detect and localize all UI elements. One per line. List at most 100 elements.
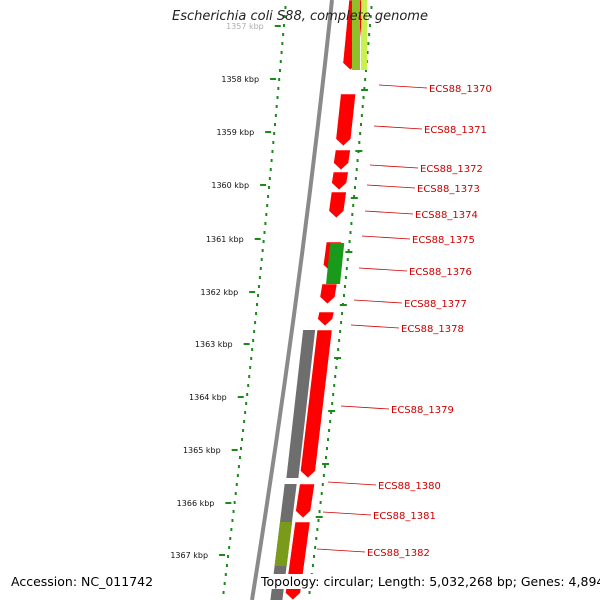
gene-leader-line [316,548,366,553]
track-dot [321,483,324,486]
gene-label[interactable]: ECS88_1374 [415,210,478,221]
scale-dot [282,24,285,27]
gene-label[interactable]: ECS88_1382 [367,548,430,559]
track-dot [350,222,353,225]
gene-label[interactable]: ECS88_1381 [373,511,436,522]
track-dot [341,312,344,315]
track-dot [327,438,330,441]
scale-dot [230,528,233,531]
scale-dot [273,132,276,135]
genome-summary-text: Topology: circular; Length: 5,032,268 bp… [259,574,600,589]
gene-leader-line [353,299,403,304]
scale-dot [222,591,225,594]
track-dot [370,6,373,9]
scale-dot [259,267,262,270]
gene-leader-line [369,164,419,169]
scale-dot [265,213,268,216]
track-dot [345,267,348,270]
scale-dot [245,402,248,405]
track-dot [356,159,359,162]
track-dot [360,114,363,117]
track-dot [326,447,329,450]
scale-dot [280,51,283,54]
scale-dot [262,240,265,243]
scale-dot [251,348,254,351]
scale-dot [282,33,285,36]
scale-dot [240,447,243,450]
scale-dot [247,384,250,387]
genome-backbone [250,0,334,600]
scale-dot [223,582,226,585]
gene-label[interactable]: ECS88_1380 [378,481,441,492]
track-dot [368,33,371,36]
track-dot [318,510,321,513]
scale-dot [235,483,238,486]
gene-label[interactable]: ECS88_1375 [412,235,475,246]
track-dot [317,519,320,522]
scale-dot [256,303,259,306]
scale-dot [236,474,239,477]
gene-leader-line [373,125,423,130]
cds-green-block [326,243,345,284]
scale-dot [244,411,247,414]
track-dot [352,204,355,207]
track-dot [367,42,370,45]
scale-dot [252,339,255,342]
scale-label: 1364 kbp [189,393,227,402]
track-dot [335,366,338,369]
scale-label: 1366 kbp [177,499,215,508]
gene-label[interactable]: ECS88_1379 [391,405,454,416]
scale-dot [283,15,286,18]
track-dot [323,465,326,468]
scale-label: 1361 kbp [206,235,244,244]
track-dot [358,141,361,144]
track-dot [328,429,331,432]
gene-label[interactable]: ECS88_1373 [417,184,480,195]
track-dot [339,330,342,333]
scale-dot [276,96,279,99]
track-dot [322,474,325,477]
scale-label: 1365 kbp [183,446,221,455]
scale-dot [277,87,280,90]
scale-dot [257,285,260,288]
cds-forward-arrow [317,311,335,327]
scale-dot [228,546,231,549]
scale-label: 1360 kbp [211,181,249,190]
track-dot [344,276,347,279]
accession-text: Accession: NC_011742 [9,574,156,589]
gene-label[interactable]: ECS88_1376 [409,267,472,278]
scale-dot [269,168,272,171]
cds-forward-arrow [319,283,338,305]
gene-leader-line [364,210,414,215]
track-dot [369,15,372,18]
scale-dot [260,258,263,261]
gene-label[interactable]: ECS88_1377 [404,299,467,310]
scale-dot [278,69,281,72]
cds-forward-arrow [335,93,357,147]
scale-dot [238,456,241,459]
scale-label: 1359 kbp [216,128,254,137]
track-dot [354,177,357,180]
track-dot [366,51,369,54]
track-dot [360,123,363,126]
gene-label[interactable]: ECS88_1378 [401,324,464,335]
track-dot [332,393,335,396]
gene-label[interactable]: ECS88_1372 [420,164,483,175]
gene-leader-line [361,235,411,240]
gene-label[interactable]: ECS88_1370 [429,84,492,95]
track-dot [342,294,345,297]
scale-dot [279,60,282,63]
scale-dot [254,321,257,324]
scale-dot [263,231,266,234]
scale-label: 1358 kbp [221,75,259,84]
track-dot [368,24,371,27]
scale-dot [250,357,253,360]
scale-dot [275,105,278,108]
scale-dot [258,276,261,279]
track-dot [355,168,358,171]
cds-forward-arrow [331,171,349,191]
track-dot [333,384,336,387]
gene-label[interactable]: ECS88_1371 [424,125,487,136]
scale-label: 1357 kbp [226,22,264,31]
